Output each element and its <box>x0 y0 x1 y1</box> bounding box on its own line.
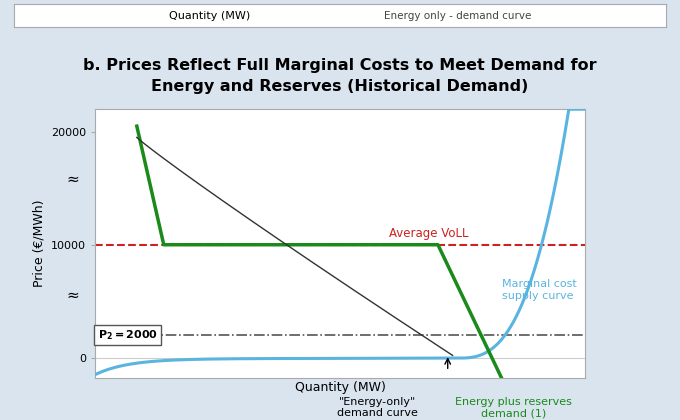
X-axis label: Quantity (MW): Quantity (MW) <box>294 381 386 394</box>
Y-axis label: Price (€/MWh): Price (€/MWh) <box>33 200 46 287</box>
Text: Energy plus reserves
demand (1): Energy plus reserves demand (1) <box>455 397 572 418</box>
Text: Energy only - demand curve: Energy only - demand curve <box>384 11 531 21</box>
Text: Marginal cost
supply curve: Marginal cost supply curve <box>502 279 577 301</box>
Text: $\mathbf{P_2 = 2000}$: $\mathbf{P_2 = 2000}$ <box>98 328 158 342</box>
Text: Average VoLL: Average VoLL <box>389 227 469 240</box>
Text: ≈: ≈ <box>67 172 80 187</box>
Text: Quantity (MW): Quantity (MW) <box>169 11 250 21</box>
Text: b. Prices Reflect Full Marginal Costs to Meet Demand for: b. Prices Reflect Full Marginal Costs to… <box>83 58 597 73</box>
Text: ≈: ≈ <box>67 288 80 303</box>
Text: "Energy-only"
demand curve: "Energy-only" demand curve <box>337 397 418 418</box>
Text: Energy and Reserves (Historical Demand): Energy and Reserves (Historical Demand) <box>152 79 528 94</box>
